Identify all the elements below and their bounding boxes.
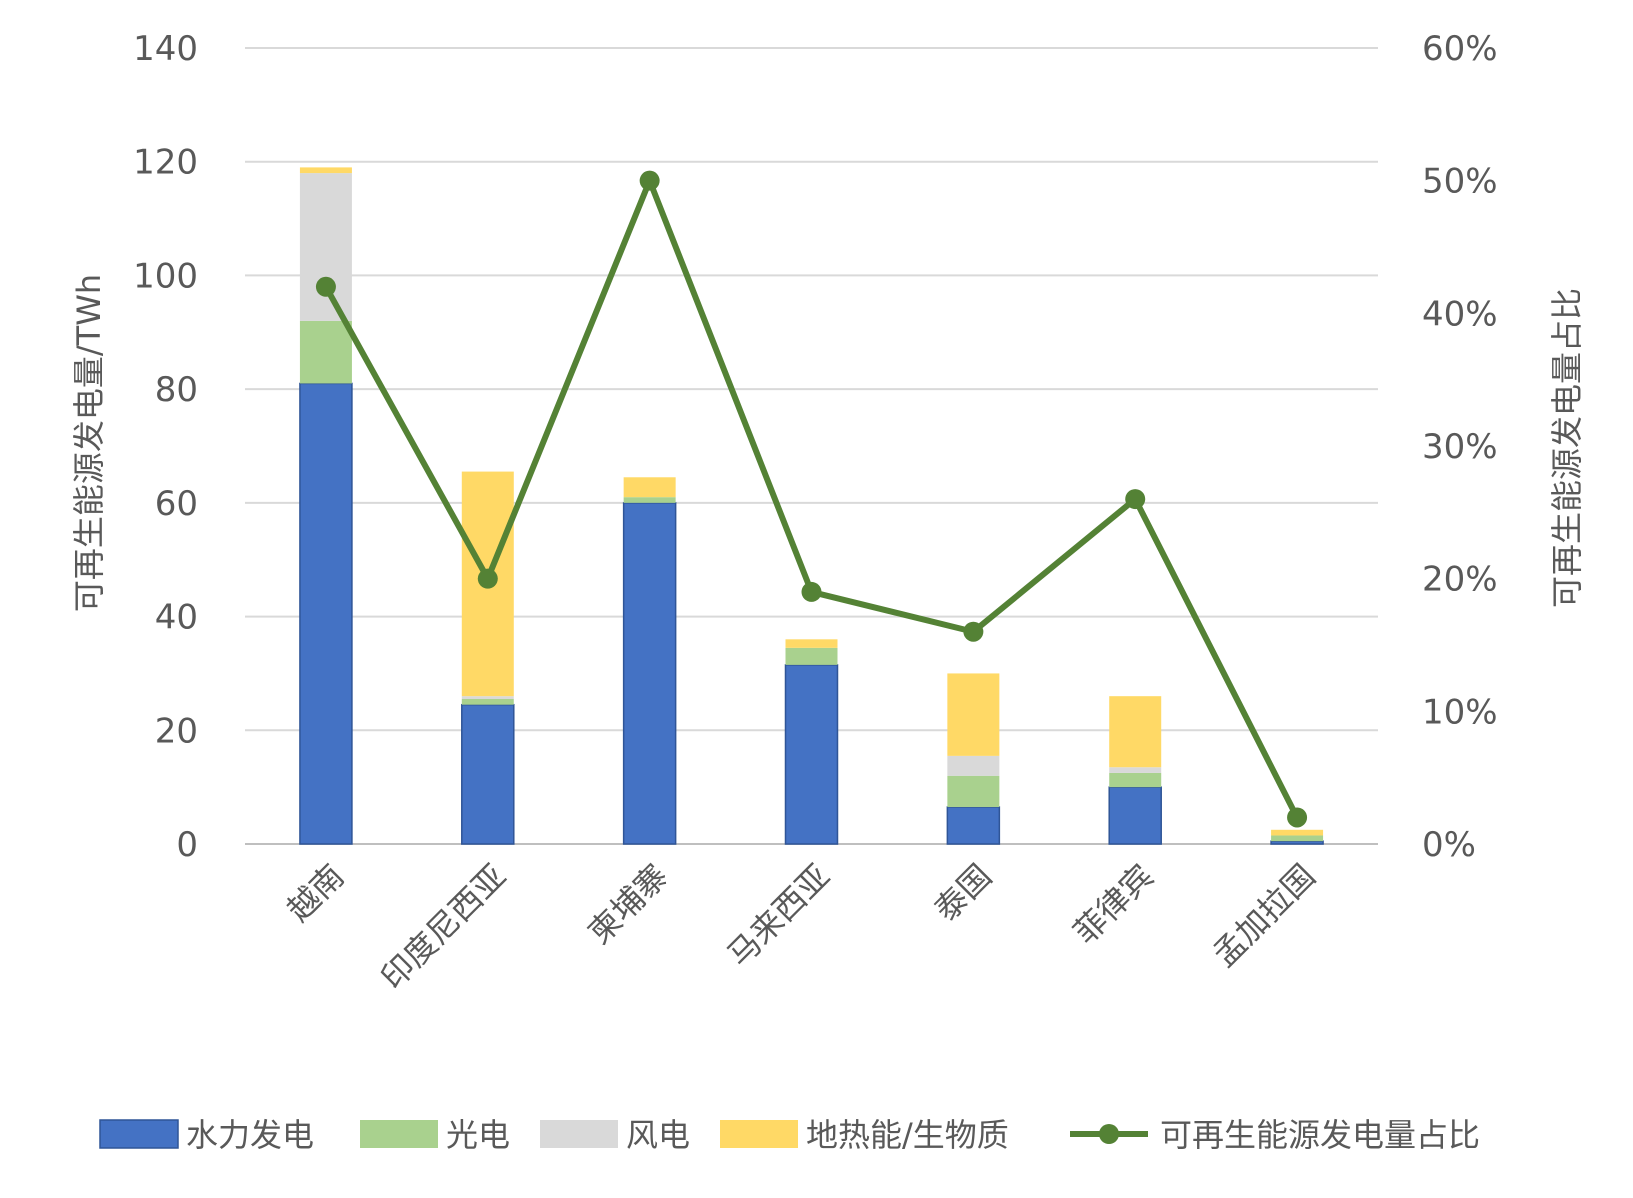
ratio-point [1287,807,1308,828]
bar-segment [947,755,1000,776]
y-axis-right: 0% 10% 20% 30% 40% 50% 60% [1422,29,1498,865]
bar-segment [461,699,514,705]
y-tick-label: 40 [155,598,198,638]
bar-segment [461,696,514,700]
bar-segment [623,497,676,503]
bar-segment [1270,840,1324,845]
category-label: 孟加拉国 [1205,857,1322,974]
category-label: 马来西亚 [720,857,837,974]
y-tick-label: 0 [176,825,198,865]
y2-tick-label: 40% [1422,294,1498,334]
bars [299,167,1324,845]
bar-segment [785,647,838,665]
bar-segment [1271,829,1324,836]
legend-swatch [540,1120,618,1148]
y2-tick-label: 10% [1422,692,1498,732]
bar-segment [785,639,838,648]
bar-segment [946,806,1001,845]
ratio-point [1125,489,1146,510]
bar-segment [622,502,677,845]
bar-segment [1109,696,1162,768]
y2-tick-label: 60% [1422,29,1498,69]
legend-swatch [360,1120,438,1148]
y-tick-label: 100 [133,256,198,296]
y-axis-left: 0 20 40 60 80 100 120 140 [133,29,198,865]
legend-label: 水力发电 [186,1116,314,1154]
category-label: 柬埔寨 [581,857,676,952]
legend-label: 风电 [626,1116,690,1154]
bar-segment [299,167,352,174]
x-axis: 越南 印度尼西亚 柬埔寨 马来西亚 泰国 菲律宾 孟加拉国 [279,857,1322,997]
y-axis-title: 可再生能源发电量/TWh [70,274,108,612]
y2-tick-label: 20% [1422,560,1498,600]
y2-tick-label: 50% [1422,162,1498,202]
category-label: 菲律宾 [1066,857,1161,952]
bar-segment [299,382,353,845]
category-label: 印度尼西亚 [373,857,513,997]
bar-segment [623,477,676,498]
bar-segment [947,673,1000,756]
bar-segment [1108,786,1162,845]
bar-segment [1271,835,1324,842]
y2-tick-label: 0% [1422,825,1476,865]
ratio-point [315,276,336,297]
category-label: 越南 [279,857,351,929]
bar-segment [299,320,352,384]
bar-segment [1109,772,1162,788]
bar-segment [784,664,839,845]
bar-segment [299,173,352,321]
y-tick-label: 80 [155,370,198,410]
legend-swatch [99,1119,179,1149]
y2-tick-label: 30% [1422,427,1498,467]
ratio-point [963,621,984,642]
gridlines [245,47,1378,845]
bar-segment [461,703,515,845]
legend: 水力发电 光电 风电 地热能/生物质 可再生能源发电量占比 [99,1116,1480,1154]
bar-segment [947,775,1000,808]
y-tick-label: 60 [155,484,198,524]
y-tick-label: 20 [155,711,198,751]
y2-axis-title: 可再生能源发电量占比 [1548,288,1586,608]
ratio-point [639,170,660,191]
legend-label: 地热能/生物质 [806,1116,1009,1154]
bar-segment [1109,767,1162,773]
legend-label: 光电 [446,1116,510,1154]
legend-swatch [720,1120,798,1148]
ratio-point [477,568,498,589]
y-tick-label: 140 [133,29,198,69]
y-tick-label: 120 [133,143,198,183]
ratio-line [315,170,1308,828]
ratio-point [801,581,822,602]
category-label: 泰国 [927,857,999,929]
legend-label: 可再生能源发电量占比 [1160,1116,1480,1154]
legend-marker [1099,1124,1119,1144]
